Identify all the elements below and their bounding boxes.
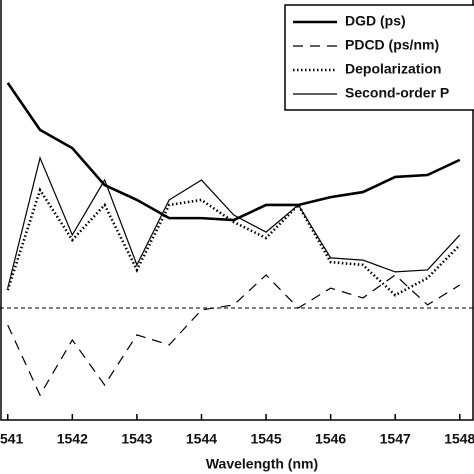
x-tick-label: 1546: [315, 431, 346, 447]
x-tick-label: 1544: [186, 431, 217, 447]
legend-label: PDCD (ps/nm): [345, 37, 439, 53]
x-tick-label: 1547: [380, 431, 411, 447]
x-axis-label: Wavelength (nm): [206, 456, 318, 472]
legend-label: DGD (ps): [345, 13, 406, 29]
x-tick-label: 1548: [444, 431, 474, 447]
series-line: [6, 187, 461, 297]
series-line: [7, 274, 461, 397]
legend-label: Second-order P: [345, 85, 449, 101]
legend-label: Depolarization: [345, 61, 441, 77]
plot-frame: [0, 0, 474, 421]
x-tick-label: 1543: [121, 431, 152, 447]
x-tick-label: 1542: [57, 431, 88, 447]
x-tick-label: 1545: [250, 431, 281, 447]
series-line: [7, 156, 461, 289]
series-line: [6, 82, 461, 222]
x-tick-label: 1541: [0, 431, 24, 447]
